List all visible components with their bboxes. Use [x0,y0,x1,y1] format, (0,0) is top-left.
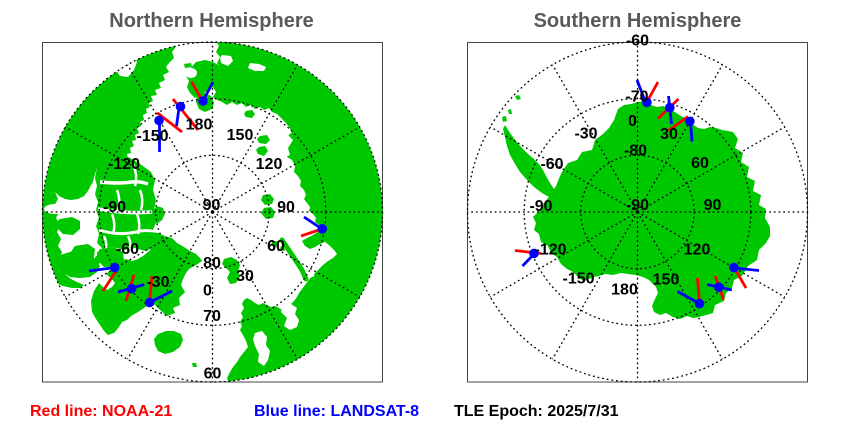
svg-text:Southern Hemisphere: Southern Hemisphere [534,10,742,32]
svg-text:120: 120 [256,156,283,173]
svg-text:80: 80 [203,255,221,272]
svg-text:-90: -90 [529,198,552,215]
svg-text:-120: -120 [534,242,566,259]
svg-text:150: 150 [227,127,254,144]
svg-text:Red line: NOAA-21: Red line: NOAA-21 [30,403,172,420]
svg-text:-80: -80 [624,143,647,160]
svg-text:90: 90 [277,199,295,216]
svg-text:-30: -30 [574,126,597,143]
svg-text:180: 180 [186,117,213,134]
svg-text:60: 60 [204,366,222,383]
svg-text:-60: -60 [116,241,139,258]
svg-text:150: 150 [653,272,680,289]
svg-text:30: 30 [236,268,254,285]
svg-text:90: 90 [704,197,722,214]
svg-text:-30: -30 [146,274,169,291]
svg-text:TLE Epoch: 2025/7/31: TLE Epoch: 2025/7/31 [454,403,619,420]
svg-text:-60: -60 [626,33,649,50]
svg-text:-60: -60 [540,156,563,173]
svg-text:0: 0 [203,283,212,300]
svg-text:30: 30 [660,126,678,143]
svg-text:120: 120 [684,242,711,259]
svg-text:Blue line: LANDSAT-8: Blue line: LANDSAT-8 [254,403,419,420]
svg-text:-150: -150 [136,128,168,145]
svg-text:-70: -70 [625,89,648,106]
svg-text:-120: -120 [108,156,140,173]
svg-text:-90: -90 [626,197,649,214]
svg-text:-150: -150 [562,271,594,288]
svg-text:60: 60 [267,238,285,255]
svg-text:70: 70 [203,308,221,325]
svg-text:60: 60 [691,155,709,172]
svg-text:-90: -90 [103,199,126,216]
svg-text:90: 90 [203,197,221,214]
svg-text:0: 0 [628,113,637,130]
svg-text:Northern Hemisphere: Northern Hemisphere [109,10,314,32]
svg-text:180: 180 [611,282,638,299]
